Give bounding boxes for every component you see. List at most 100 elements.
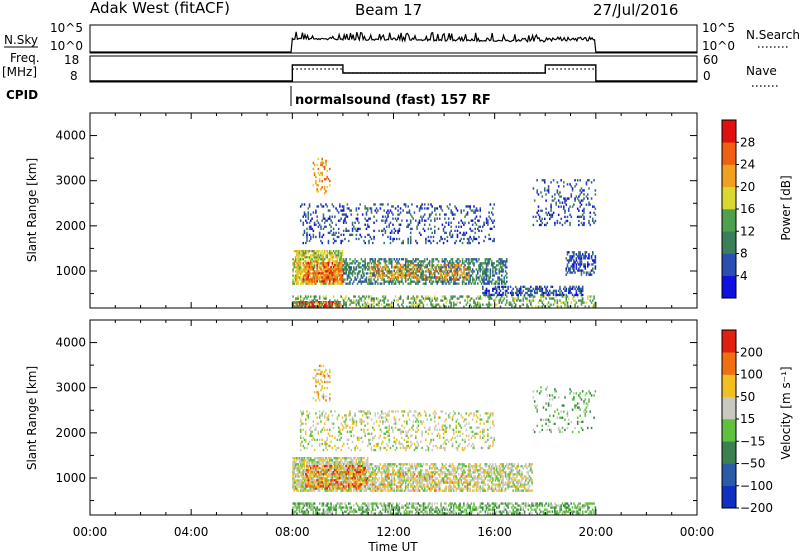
heatmap-cell — [296, 262, 298, 265]
heatmap-cell — [501, 278, 503, 281]
heatmap-cell — [544, 291, 546, 295]
heatmap-cell — [370, 280, 373, 283]
heatmap-cell — [375, 265, 378, 269]
heatmap-cell — [361, 270, 364, 273]
heatmap-cell — [440, 207, 442, 210]
heatmap-cell — [303, 260, 306, 263]
heatmap-cell — [511, 303, 513, 306]
heatmap-cell — [358, 463, 360, 466]
heatmap-cell — [317, 477, 320, 480]
heatmap-cell — [370, 265, 373, 269]
heatmap-cell — [442, 303, 445, 306]
heatmap-cell — [585, 273, 588, 276]
heatmap-cell — [532, 295, 535, 298]
heatmap-cell — [420, 264, 422, 267]
heatmap-cell — [364, 268, 366, 271]
heatmap-cell — [325, 219, 327, 222]
heatmap-cell — [421, 475, 423, 478]
heatmap-cell — [301, 278, 303, 281]
heatmap-cell — [382, 276, 384, 279]
heatmap-cell — [412, 258, 415, 261]
heatmap-cell — [356, 479, 359, 482]
heatmap-cell — [501, 293, 503, 297]
heatmap-cell — [578, 257, 580, 260]
heatmap-cell — [330, 250, 332, 253]
heatmap-cell — [323, 178, 326, 181]
heatmap-cell — [479, 215, 482, 218]
heatmap-cell — [518, 289, 521, 293]
heatmap-cell — [307, 489, 310, 492]
heatmap-cell — [409, 475, 412, 478]
heatmap-cell — [492, 268, 494, 271]
heatmap-cell — [316, 262, 318, 265]
heatmap-cell — [358, 270, 360, 273]
heatmap-cell — [455, 303, 458, 306]
heatmap-cell — [474, 221, 476, 224]
heatmap-cell — [479, 270, 482, 273]
nsky-trace — [90, 31, 697, 53]
heatmap-cell — [581, 213, 584, 217]
heatmap-cell — [308, 225, 311, 228]
heatmap-cell — [421, 272, 423, 275]
heatmap-cell — [478, 278, 480, 281]
heatmap-cell — [430, 271, 432, 275]
heatmap-cell — [336, 459, 339, 462]
heatmap-cell — [337, 250, 340, 253]
heatmap-cell — [341, 297, 344, 300]
heatmap-cell — [335, 280, 337, 283]
heatmap-cell — [364, 479, 366, 482]
heatmap-cell — [550, 181, 552, 184]
heatmap-cell — [302, 280, 305, 283]
heatmap-cell — [418, 209, 421, 212]
heatmap-cell — [363, 477, 365, 480]
heatmap-cell — [339, 303, 341, 306]
heatmap-cell — [334, 299, 336, 302]
heatmap-cell — [388, 471, 390, 474]
heatmap-cell — [316, 487, 318, 490]
heatmap-cell — [327, 463, 330, 466]
heatmap-cell — [322, 485, 325, 488]
heatmap-cell — [540, 297, 542, 300]
heatmap-cell — [434, 225, 436, 228]
heatmap-cell — [342, 221, 345, 224]
heatmap-cell — [497, 278, 499, 281]
heatmap-cell — [484, 278, 487, 281]
heatmap-cell — [461, 276, 464, 279]
heatmap-cell — [330, 229, 332, 233]
heatmap-cell — [316, 479, 318, 482]
heatmap-cell — [409, 263, 412, 267]
freq-label-bottom: [MHz] — [2, 65, 37, 79]
heatmap-cell — [416, 483, 418, 486]
heatmap-cell — [312, 229, 315, 233]
heatmap-cell — [588, 179, 590, 182]
heatmap-cell — [447, 221, 450, 224]
heatmap-cell — [403, 477, 406, 480]
heatmap-cell — [478, 305, 480, 308]
heatmap-cell — [342, 229, 345, 233]
heatmap-cell — [370, 471, 373, 474]
heatmap-cell — [326, 250, 329, 253]
heatmap-cell — [456, 274, 459, 277]
heatmap-cell — [294, 278, 297, 281]
heatmap-cell — [397, 481, 399, 484]
heatmap-cell — [409, 278, 412, 281]
heatmap-cell — [321, 205, 323, 208]
heatmap-cell — [311, 278, 313, 281]
heatmap-cell — [396, 276, 398, 279]
heatmap-cell — [593, 303, 595, 306]
heatmap-cell — [382, 299, 384, 302]
heatmap-cell — [398, 297, 401, 300]
heatmap-cell — [335, 461, 337, 464]
heatmap-cell — [318, 295, 321, 298]
heatmap-cell — [520, 305, 522, 308]
heatmap-cell — [488, 258, 490, 261]
heatmap-cell — [302, 485, 305, 488]
heatmap-cell — [449, 203, 451, 206]
heatmap-cell — [344, 260, 346, 263]
heatmap-cell — [466, 241, 469, 245]
heatmap-cell — [422, 260, 425, 263]
heatmap-cell — [316, 270, 318, 273]
heatmap-cell — [550, 205, 552, 208]
heatmap-cell — [308, 258, 311, 261]
heatmap-cell — [336, 282, 339, 285]
